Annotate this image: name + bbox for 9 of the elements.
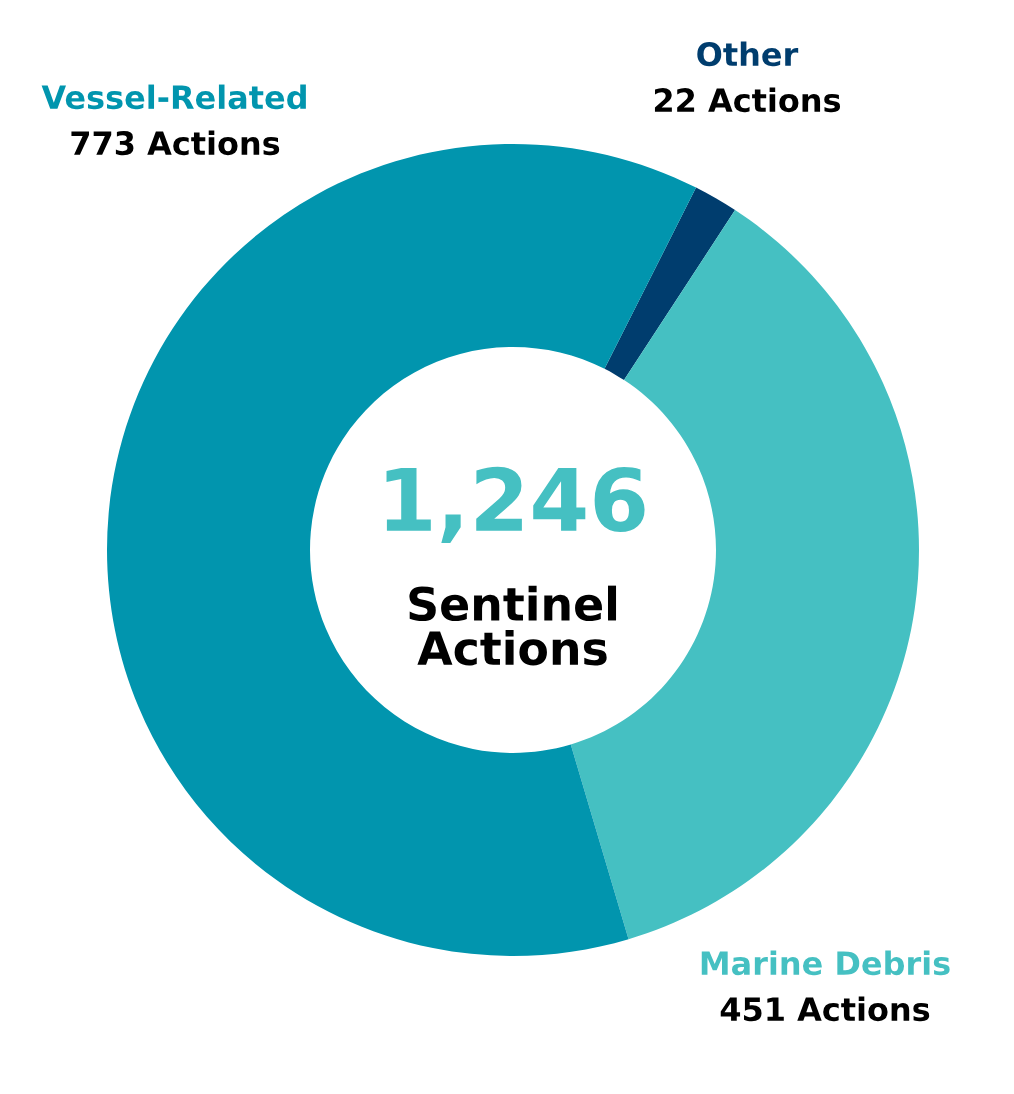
text: 1,246 <box>386 466 645 543</box>
data-label: 22 Actions <box>654 87 841 113</box>
slice-label: Other <box>697 41 799 67</box>
slice-label: Marine Debris <box>701 950 950 976</box>
data-label: 451 Actions <box>720 996 930 1022</box>
donut-slice <box>604 187 736 381</box>
text: Sentinel Actions <box>409 585 617 666</box>
data-label: 773 Actions <box>71 130 280 156</box>
slice-label: Vessel-Related <box>41 84 306 110</box>
